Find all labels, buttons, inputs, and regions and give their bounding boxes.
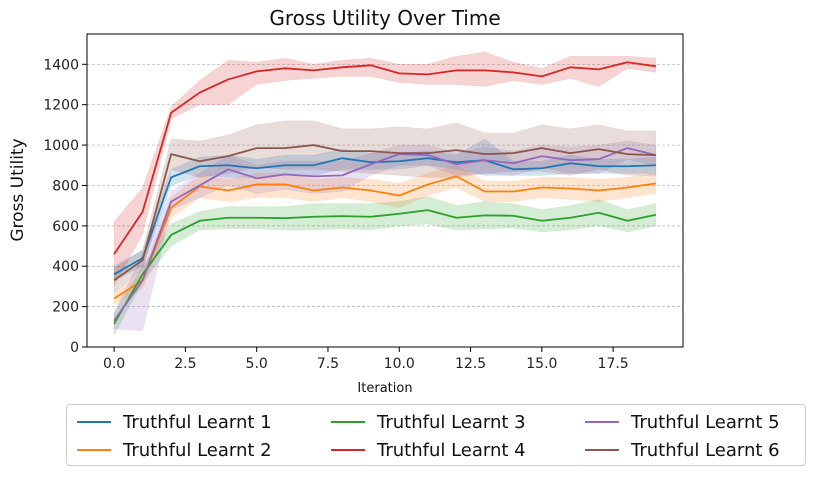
legend-swatch bbox=[331, 421, 365, 423]
series-line-6 bbox=[113, 144, 656, 282]
series-band-3 bbox=[113, 196, 657, 336]
legend-label: Truthful Learnt 4 bbox=[377, 439, 526, 461]
x-axis-label: Iteration bbox=[357, 381, 412, 396]
x-tick-label: 5.0 bbox=[246, 356, 268, 372]
legend: Truthful Learnt 1 Truthful Learnt 2 Truthf… bbox=[66, 404, 806, 466]
legend-item: Truthful Learnt 3 bbox=[331, 410, 526, 434]
series-line-1 bbox=[113, 157, 656, 276]
y-tick-label: 1000 bbox=[43, 138, 79, 154]
series-line-2 bbox=[113, 175, 657, 300]
series-band-6 bbox=[113, 120, 657, 293]
legend-item: Truthful Learnt 6 bbox=[585, 438, 780, 462]
confidence-bands bbox=[113, 51, 657, 336]
x-axis-ticks: 0.0 2.5 5.0 7.5 10.0 12.5 15.0 17.5 bbox=[103, 347, 629, 372]
y-tick-label: 800 bbox=[52, 178, 79, 194]
legend-swatch bbox=[77, 421, 111, 423]
x-tick-label: 2.5 bbox=[174, 356, 196, 372]
y-axis-ticks: 0 200 400 600 800 1000 1200 1400 bbox=[43, 57, 87, 356]
x-tick-label: 12.5 bbox=[455, 356, 486, 372]
y-tick-label: 1200 bbox=[43, 98, 79, 114]
legend-label: Truthful Learnt 3 bbox=[377, 411, 526, 433]
series-lines bbox=[113, 61, 657, 325]
legend-swatch bbox=[77, 449, 111, 451]
x-tick-label: 17.5 bbox=[598, 356, 629, 372]
plot-frame bbox=[86, 33, 684, 348]
y-tick-label: 400 bbox=[52, 259, 79, 275]
y-axis-label: Gross Utility bbox=[8, 138, 28, 241]
y-tick-label: 1400 bbox=[43, 57, 79, 73]
chart: Gross Utility Over Time 0.0 2.5 5.0 7.5 10.0… bbox=[8, 6, 684, 396]
legend-item: Truthful Learnt 5 bbox=[585, 410, 780, 434]
series-line-4 bbox=[113, 61, 657, 255]
series-band-4 bbox=[113, 51, 657, 287]
x-tick-label: 10.0 bbox=[384, 356, 415, 372]
legend-label: Truthful Learnt 1 bbox=[123, 411, 272, 433]
x-tick-label: 0.0 bbox=[103, 356, 125, 372]
legend-label: Truthful Learnt 2 bbox=[123, 439, 272, 461]
x-tick-label: 15.0 bbox=[526, 356, 557, 372]
y-tick-label: 200 bbox=[52, 300, 79, 316]
series-line-3 bbox=[113, 209, 657, 325]
legend-swatch bbox=[585, 421, 619, 423]
y-tick-label: 0 bbox=[70, 340, 79, 356]
x-tick-label: 7.5 bbox=[317, 356, 339, 372]
legend-label: Truthful Learnt 6 bbox=[631, 439, 780, 461]
grid-lines bbox=[87, 63, 683, 348]
legend-swatch bbox=[331, 449, 365, 451]
legend-swatch bbox=[585, 449, 619, 451]
legend-item: Truthful Learnt 4 bbox=[331, 438, 526, 462]
y-tick-label: 600 bbox=[52, 219, 79, 235]
legend-item: Truthful Learnt 2 bbox=[77, 438, 272, 462]
series-line-5 bbox=[113, 147, 657, 322]
chart-title: Gross Utility Over Time bbox=[269, 6, 500, 30]
series-band-2 bbox=[113, 164, 657, 306]
legend-item: Truthful Learnt 1 bbox=[77, 410, 272, 434]
legend-label: Truthful Learnt 5 bbox=[631, 411, 780, 433]
